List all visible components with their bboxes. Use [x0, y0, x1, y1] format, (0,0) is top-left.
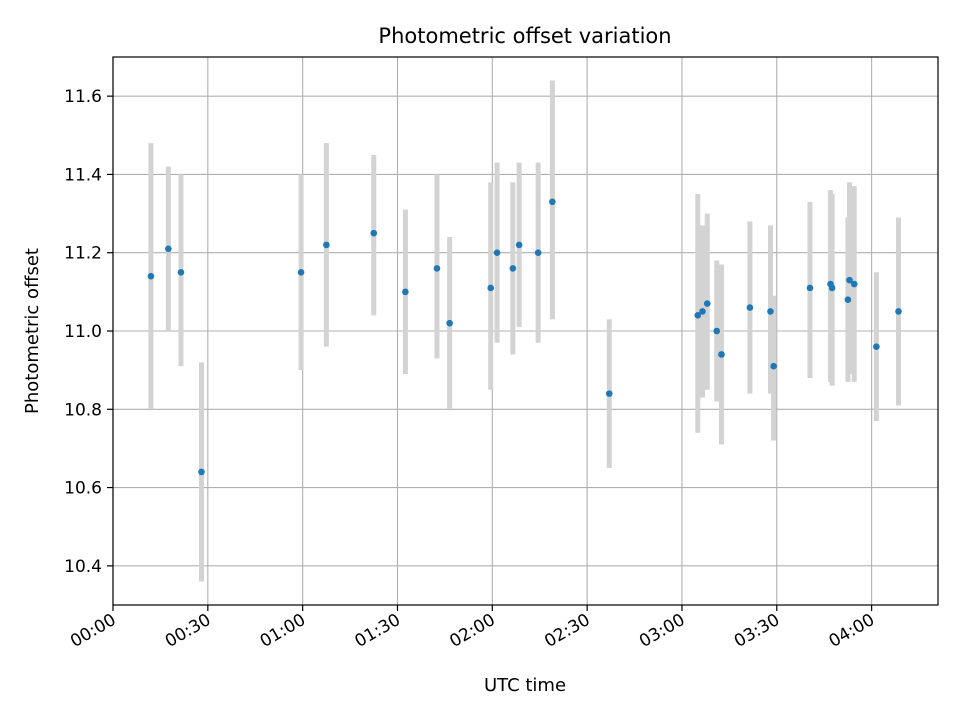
- data-point: [699, 308, 706, 315]
- data-point: [487, 284, 495, 292]
- data-point: [846, 276, 853, 284]
- y-tick-label: 11.4: [64, 165, 102, 185]
- data-point: [198, 468, 205, 476]
- data-point: [694, 312, 702, 319]
- data-point: [767, 308, 774, 315]
- data-point: [370, 229, 378, 237]
- x-axis-label: UTC time: [484, 675, 566, 696]
- y-tick-label: 11.0: [64, 322, 102, 342]
- data-point: [703, 300, 711, 307]
- data-point: [297, 268, 305, 276]
- data-point: [806, 284, 814, 292]
- data-point: [402, 288, 409, 296]
- data-point: [713, 327, 721, 335]
- data-point: [746, 304, 754, 311]
- y-tick-label: 11.6: [64, 87, 102, 107]
- data-point: [718, 351, 725, 358]
- data-point: [844, 296, 852, 303]
- y-tick-label: 10.8: [64, 400, 102, 420]
- data-point: [549, 198, 556, 206]
- data-point: [165, 245, 172, 253]
- data-point: [509, 265, 517, 272]
- y-tick-label: 10.6: [64, 479, 102, 499]
- y-tick-label: 11.2: [64, 244, 102, 264]
- data-point: [493, 249, 501, 257]
- data-point: [605, 390, 613, 397]
- y-tick-label: 10.4: [64, 557, 102, 577]
- data-point: [323, 241, 330, 249]
- data-point: [177, 268, 185, 276]
- data-point: [147, 272, 155, 280]
- data-point: [446, 319, 453, 327]
- data-point: [828, 284, 836, 292]
- data-point: [770, 362, 777, 370]
- data-point: [895, 308, 902, 315]
- data-point: [515, 241, 523, 249]
- chart-title: Photometric offset variation: [378, 24, 671, 48]
- data-point: [433, 265, 441, 272]
- data-point: [850, 280, 858, 288]
- data-point: [534, 249, 542, 257]
- y-axis-label: Photometric offset: [22, 248, 43, 414]
- data-point: [873, 343, 880, 350]
